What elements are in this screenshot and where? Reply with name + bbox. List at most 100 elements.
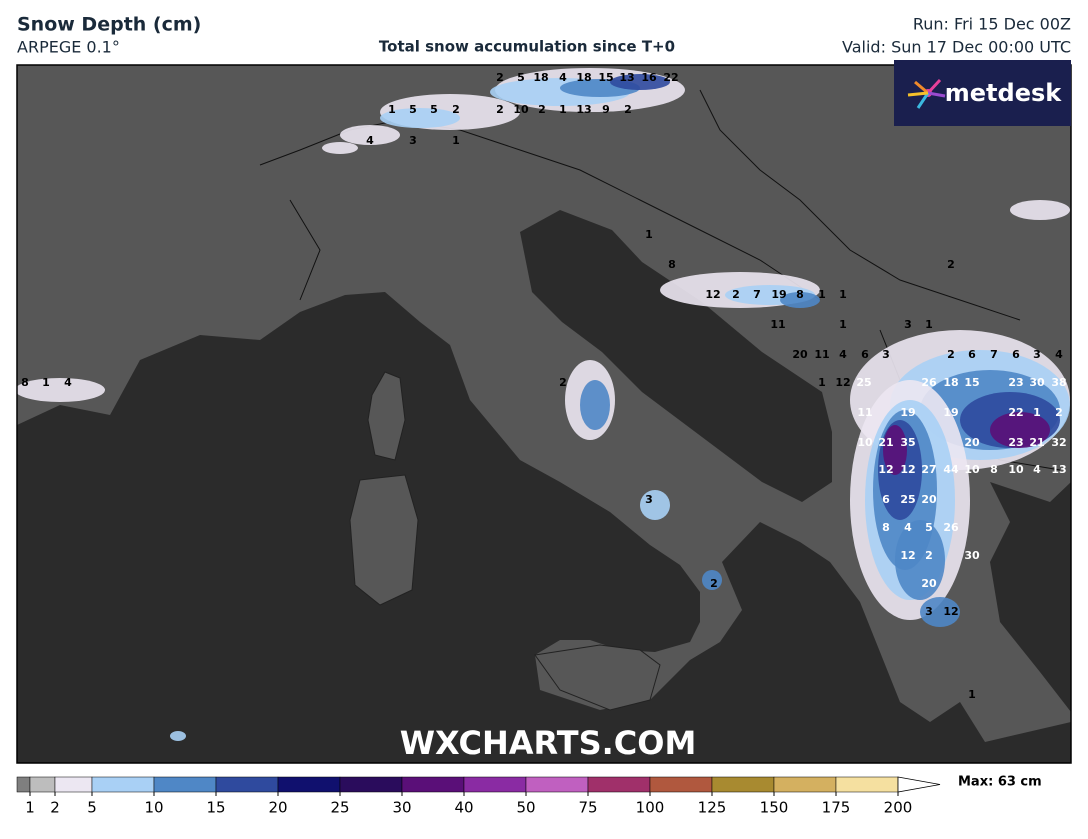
map-label: 21 — [1029, 436, 1044, 449]
map-label: 6 — [882, 493, 890, 506]
legend-swatch — [91, 776, 155, 793]
legend-swatch — [835, 776, 899, 793]
map-label: 2 — [559, 376, 567, 389]
map-label: 8 — [882, 521, 890, 534]
map-label: 2 — [947, 348, 955, 361]
map-label: 38 — [1051, 376, 1066, 389]
map-label: 2 — [624, 103, 632, 116]
map-label: 6 — [861, 348, 869, 361]
map-label: 25 — [856, 376, 871, 389]
legend-tick-label: 25 — [330, 799, 349, 817]
map-label: 3 — [1033, 348, 1041, 361]
snow-patch — [640, 490, 670, 520]
map-label: 1 — [559, 103, 567, 116]
title: Snow Depth (cm) — [17, 14, 201, 36]
map-label: 3 — [409, 134, 417, 147]
snow-patch — [883, 425, 907, 475]
legend-swatch — [277, 776, 341, 793]
map-label: 6 — [968, 348, 976, 361]
map-label: 1 — [42, 376, 50, 389]
snow-patch — [1010, 200, 1070, 220]
map-label: 2 — [452, 103, 460, 116]
map-label: 18 — [576, 71, 591, 84]
map-label: 19 — [771, 288, 786, 301]
map-label: 25 — [900, 493, 915, 506]
map-label: 12 — [900, 463, 915, 476]
legend-swatch — [215, 776, 279, 793]
map-label: 15 — [598, 71, 613, 84]
map-label: 26 — [943, 521, 959, 534]
map-frame — [16, 64, 1072, 764]
legend-swatch — [339, 776, 403, 793]
map-label: 20 — [964, 436, 980, 449]
legend-swatch — [711, 776, 775, 793]
map-label: 4 — [904, 521, 912, 534]
map-label: 1 — [388, 103, 396, 116]
map-label: 30 — [1029, 376, 1045, 389]
logo-text: metdesk — [945, 79, 1063, 107]
snow-patch — [580, 380, 610, 430]
map-label: 13 — [619, 71, 634, 84]
legend-arrow — [897, 776, 941, 793]
map-label: 8 — [21, 376, 29, 389]
snow-patch — [170, 731, 186, 741]
map-label: 11 — [770, 318, 785, 331]
sardinia — [349, 474, 419, 606]
snow-patch — [920, 597, 960, 627]
map-label: 13 — [576, 103, 591, 116]
map-label: 1 — [839, 318, 847, 331]
map-label: 12 — [835, 376, 850, 389]
legend-tick-label: 5 — [87, 799, 97, 817]
snow-patch — [340, 125, 400, 145]
map-label: 1 — [968, 688, 976, 701]
map-label: 4 — [1055, 348, 1063, 361]
snow-patch — [610, 74, 670, 90]
snow-patch — [895, 520, 945, 600]
map-label: 20 — [792, 348, 808, 361]
snow-patch — [380, 108, 460, 128]
map-label: 1 — [839, 288, 847, 301]
snow-patch — [322, 142, 358, 154]
legend-swatch — [153, 776, 217, 793]
map-label: 4 — [1033, 463, 1041, 476]
subtitle: Total snow accumulation since T+0 — [379, 38, 675, 56]
legend-tick-label: 10 — [144, 799, 163, 817]
map-label: 22 — [1008, 406, 1023, 419]
map-label: 27 — [921, 463, 936, 476]
map-label: 5 — [517, 71, 525, 84]
map-label: 8 — [990, 463, 998, 476]
map-label: 8 — [668, 258, 676, 271]
map-label: 35 — [900, 436, 915, 449]
legend-swatch — [16, 776, 31, 793]
snow-patch — [780, 292, 820, 308]
sea — [17, 292, 1071, 763]
map-label: 1 — [645, 228, 653, 241]
watermark: WXCHARTS.COM — [400, 724, 697, 762]
legend-tick-label: 2 — [50, 799, 60, 817]
map-label: 12 — [943, 605, 958, 618]
legend-tick-label: 175 — [822, 799, 851, 817]
map-label: 16 — [641, 71, 657, 84]
snow-cover — [17, 68, 1070, 741]
map-label: 5 — [409, 103, 417, 116]
legend-swatch — [54, 776, 93, 793]
map-label: 30 — [964, 549, 980, 562]
map-label: 4 — [839, 348, 847, 361]
map-label: 12 — [705, 288, 720, 301]
legend-swatch — [29, 776, 56, 793]
legend-tick-label: 20 — [268, 799, 287, 817]
map-label: 2 — [732, 288, 740, 301]
map-label: 12 — [900, 549, 915, 562]
map-label: 2 — [1055, 406, 1063, 419]
map-label: 8 — [796, 288, 804, 301]
legend-swatch — [401, 776, 465, 793]
map-label: 1 — [452, 134, 460, 147]
map-label: 3 — [925, 605, 933, 618]
snow-patch — [702, 570, 722, 590]
map-label: 5 — [430, 103, 438, 116]
map-label: 1 — [818, 376, 826, 389]
sicily — [534, 644, 661, 711]
